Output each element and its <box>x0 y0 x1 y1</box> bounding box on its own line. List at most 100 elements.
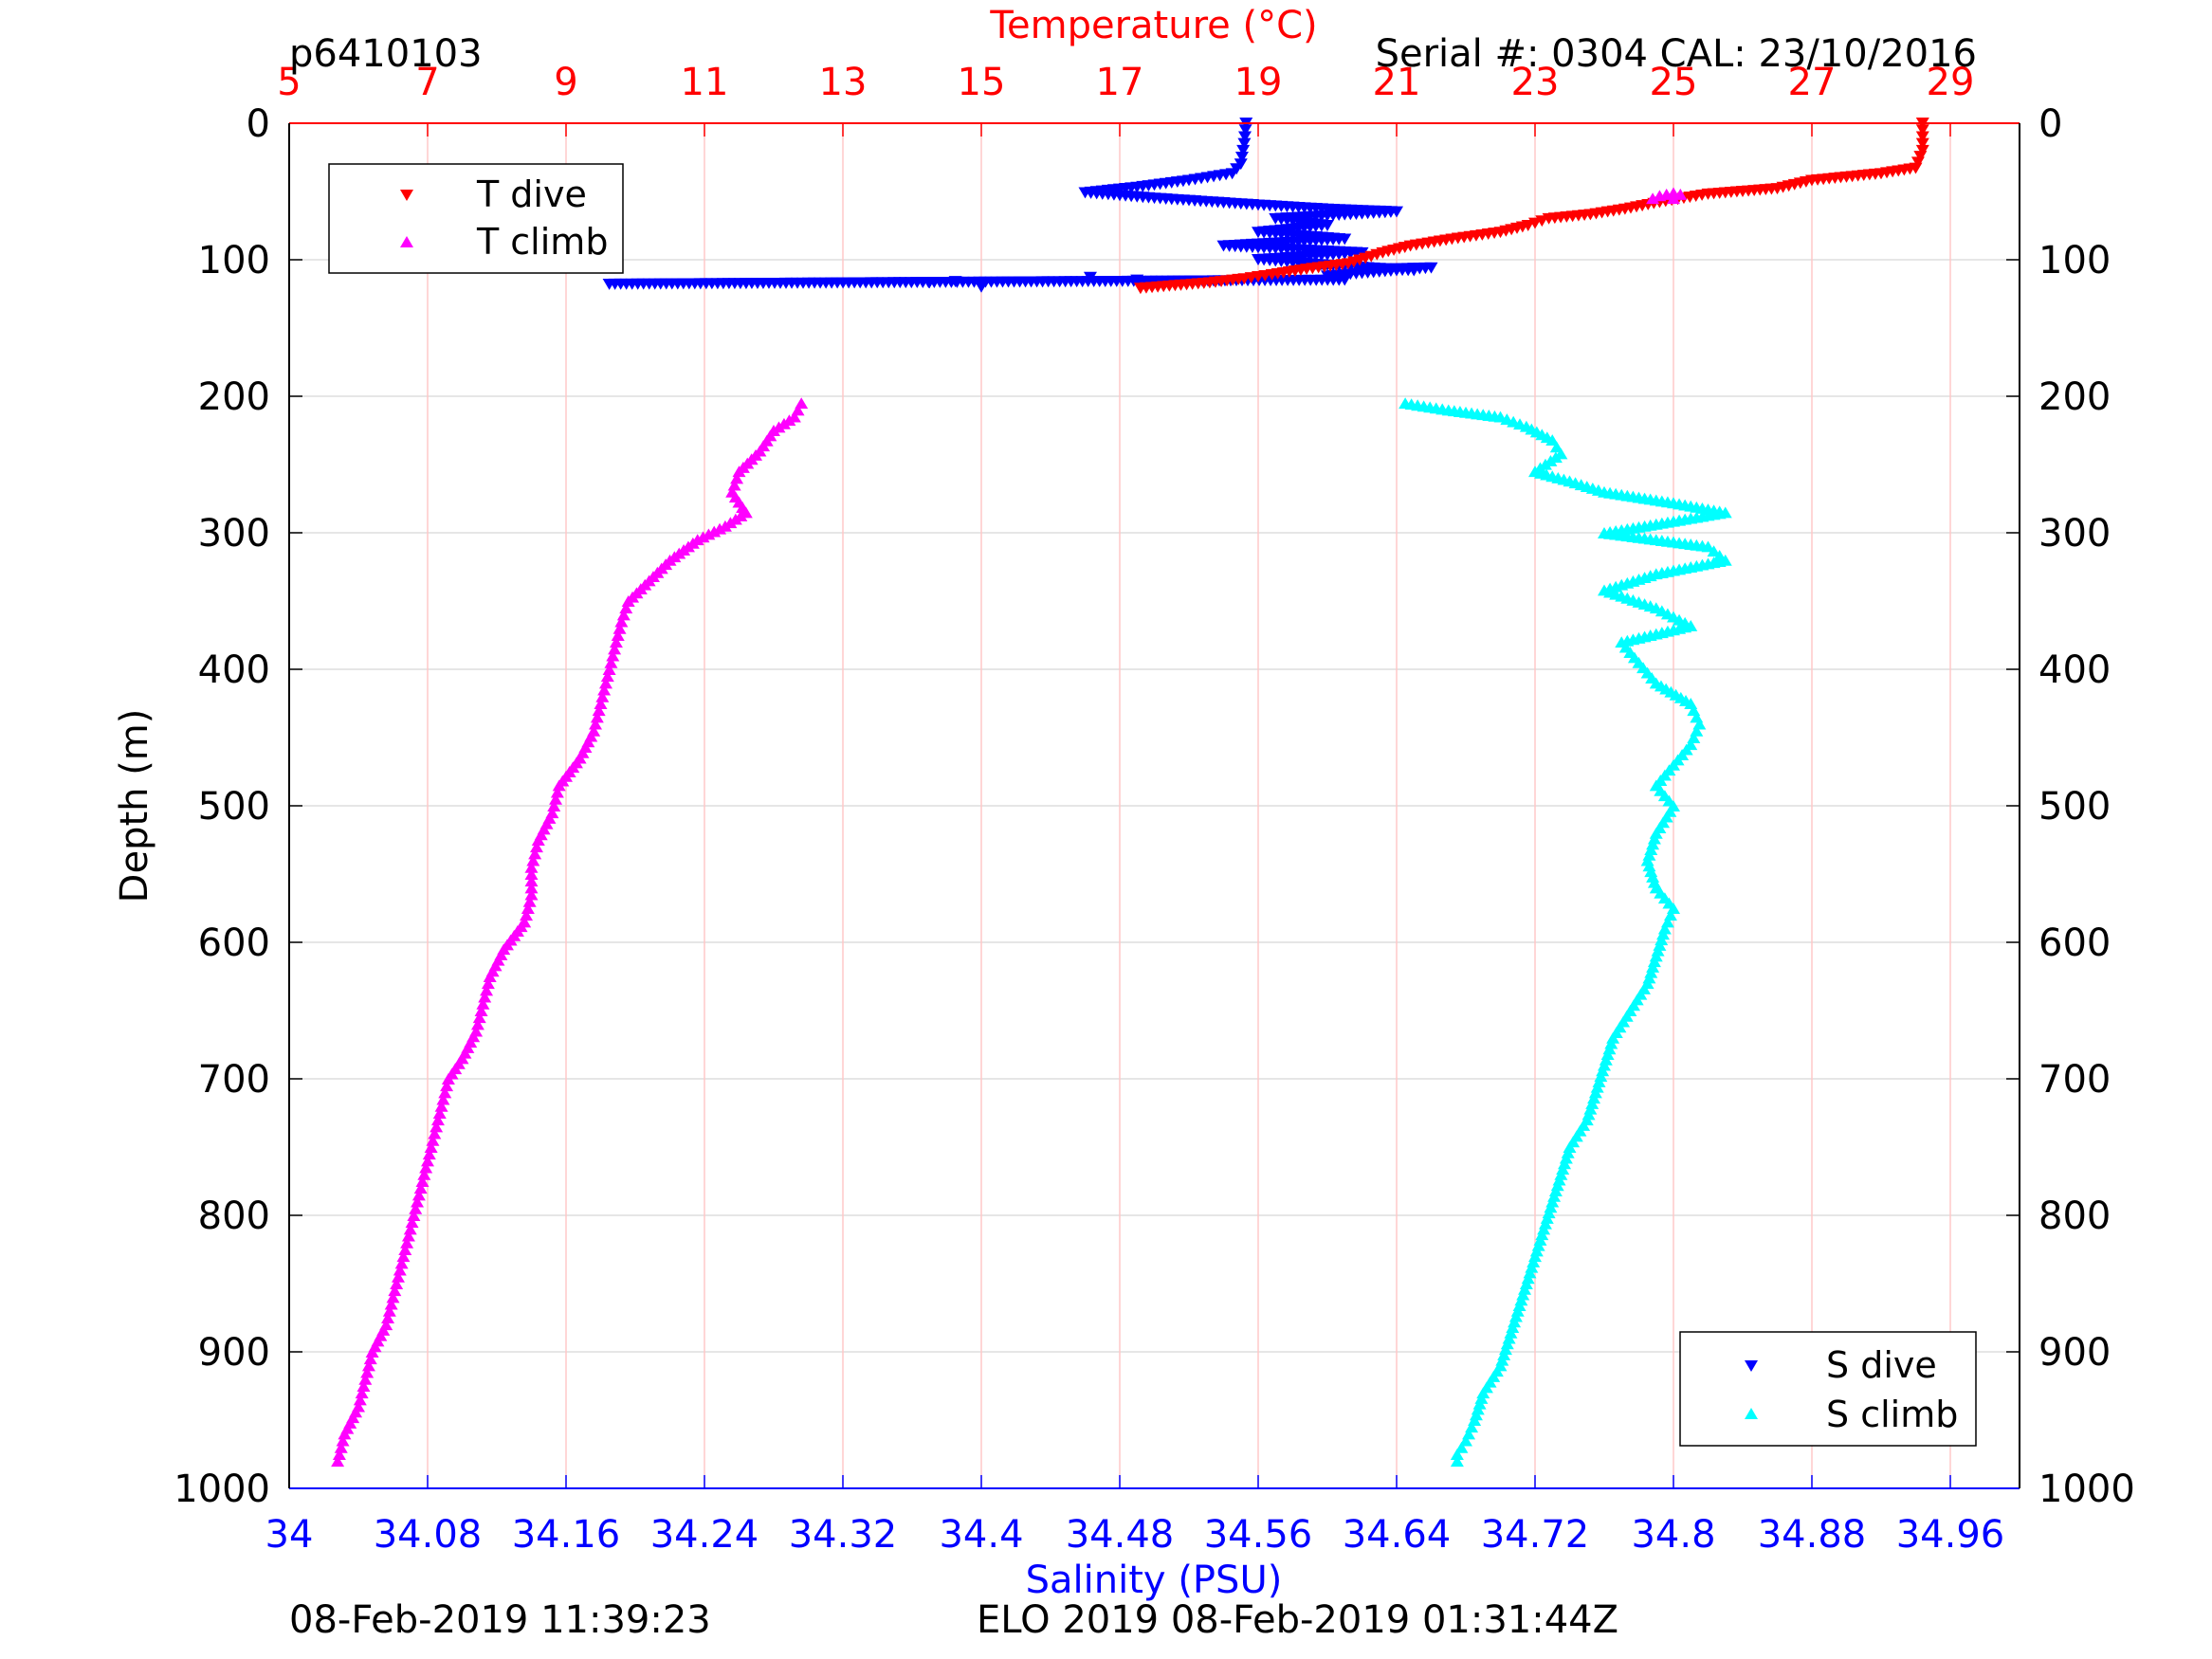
s-climb-trace <box>1454 1441 1469 1453</box>
salinity-tick-label: 34.16 <box>512 1513 621 1557</box>
t-climb-deep-point <box>608 643 622 655</box>
depth-tick-label-right: 0 <box>2038 102 2062 146</box>
t-climb-deep-trace <box>547 800 561 811</box>
t-climb-deep-point <box>434 1100 448 1112</box>
t-climb-deep-trace <box>336 1434 350 1447</box>
t-climb-deep-point <box>413 1182 428 1194</box>
t-climb-deep-trace <box>401 1230 415 1242</box>
t-climb-deep-trace <box>472 1012 486 1024</box>
s-climb-point <box>1545 434 1560 447</box>
t-climb-deep-trace <box>360 1366 375 1378</box>
t-climb-deep-trace <box>332 1449 346 1460</box>
legend-t-climb-marker <box>400 236 413 247</box>
t-climb-deep-trace <box>391 1270 405 1283</box>
t-climb-deep-trace <box>616 609 631 621</box>
t-climb-deep-trace <box>432 1107 447 1119</box>
s-climb-trace <box>1712 550 1727 561</box>
s-dive-point <box>948 276 962 287</box>
t-climb-deep-trace <box>411 1195 425 1208</box>
legend-s-dive-marker <box>1745 1360 1758 1372</box>
legend-s-climb-marker <box>1745 1408 1758 1419</box>
temperature-tick-label: 19 <box>1234 61 1283 104</box>
depth-tick-label-left: 1000 <box>174 1468 270 1511</box>
depth-tick-label-right: 500 <box>2038 785 2111 829</box>
temperature-tick-label: 5 <box>277 61 301 104</box>
s-dive-point <box>1237 137 1252 150</box>
t-climb-deep-trace <box>595 690 610 702</box>
legend-s-climb-label: S climb <box>1826 1394 1958 1435</box>
salinity-tick-label: 34.08 <box>374 1513 483 1557</box>
t-climb-deep-trace <box>524 882 539 894</box>
t-climb-deep-point <box>600 670 614 683</box>
salinity-axis-label: Salinity (PSU) <box>1026 1559 1283 1602</box>
t-climb-deep-trace <box>424 1141 438 1153</box>
t-climb-point <box>1667 192 1680 205</box>
s-dive-point <box>1083 271 1097 283</box>
t-dive-point <box>1133 283 1147 295</box>
t-dive-trace <box>1915 137 1929 150</box>
t-climb-deep-point <box>365 1346 379 1358</box>
s-climb-point <box>1450 1449 1464 1460</box>
t-climb-deep-trace <box>398 1244 412 1255</box>
t-climb-deep-trace <box>549 793 563 805</box>
t-climb-deep-trace <box>590 711 604 723</box>
t-climb-deep-trace <box>405 1216 419 1229</box>
t-climb-deep-point <box>407 1210 421 1221</box>
t-climb-deep-trace <box>522 895 537 907</box>
t-climb-deep-trace <box>609 636 623 648</box>
t-climb-deep-trace <box>394 1257 409 1269</box>
t-climb-deep-trace <box>436 1093 450 1105</box>
t-climb-deep-trace <box>426 1134 440 1146</box>
series-layer <box>331 118 1929 1468</box>
t-climb-deep-point <box>441 1073 455 1085</box>
depth-axis-label: Depth (m) <box>113 709 156 903</box>
s-dive-trace <box>1238 124 1252 137</box>
depth-tick-label-left: 500 <box>198 785 270 829</box>
legend-salinity: S dive S climb <box>1679 1331 1977 1447</box>
t-climb-deep-trace <box>520 909 534 921</box>
axes: 0 0 100 100 200 200 300 300 400 400 500 500 600 600 70… <box>174 61 2135 1557</box>
t-climb-deep-trace <box>478 991 492 1003</box>
s-dive-trace <box>1234 152 1249 163</box>
depth-tick-label-right: 1000 <box>2038 1468 2135 1511</box>
t-climb-deep-trace <box>592 704 606 717</box>
temperature-axis-label: Temperature (°C) <box>989 4 1317 47</box>
t-climb-deep-trace <box>606 649 620 662</box>
t-climb-deep-trace <box>415 1176 430 1187</box>
t-climb-deep-trace <box>411 1189 426 1201</box>
salinity-tick-label: 34.24 <box>650 1513 759 1557</box>
s-climb-point <box>1701 540 1715 553</box>
t-climb-deep-point <box>552 779 566 792</box>
t-climb-point <box>1673 188 1688 200</box>
t-climb-deep-trace <box>526 854 540 866</box>
salinity-tick-label: 34.8 <box>1631 1513 1715 1557</box>
depth-tick-label-left: 600 <box>198 921 270 965</box>
t-climb-deep-trace <box>619 602 633 614</box>
depth-tick-label-left: 400 <box>198 648 270 692</box>
temperature-tick-label: 13 <box>819 61 868 104</box>
t-climb-deep-trace <box>419 1161 433 1174</box>
salinity-tick-label: 34.88 <box>1758 1513 1867 1557</box>
t-climb-deep-trace <box>361 1359 375 1372</box>
serial-cal-label: Serial #: 0304 CAL: 23/10/2016 <box>1376 32 1977 76</box>
t-climb-deep-trace <box>422 1148 436 1160</box>
t-climb-deep-point <box>386 1291 400 1304</box>
t-climb-deep-trace <box>727 479 741 491</box>
t-dive-trace <box>1915 131 1929 143</box>
t-climb-deep-trace <box>524 875 539 887</box>
t-climb-deep-trace <box>417 1168 431 1180</box>
t-climb-deep-trace <box>521 902 535 914</box>
t-climb-deep-trace <box>396 1250 411 1263</box>
t-climb-deep-trace <box>481 977 495 990</box>
legend-temperature: T dive T climb <box>328 163 624 274</box>
t-climb-deep-trace <box>480 984 494 996</box>
t-climb-deep-point <box>331 1455 345 1468</box>
t-climb-deep-trace <box>589 718 603 730</box>
temperature-tick-label: 17 <box>1096 61 1144 104</box>
temperature-tick-label: 25 <box>1650 61 1698 104</box>
t-dive-point <box>1915 144 1929 156</box>
t-climb-deep-point <box>400 1236 414 1249</box>
depth-tick-label-right: 200 <box>2038 375 2111 419</box>
t-dive-trace <box>1910 156 1925 169</box>
t-climb-deep-trace <box>390 1278 404 1289</box>
